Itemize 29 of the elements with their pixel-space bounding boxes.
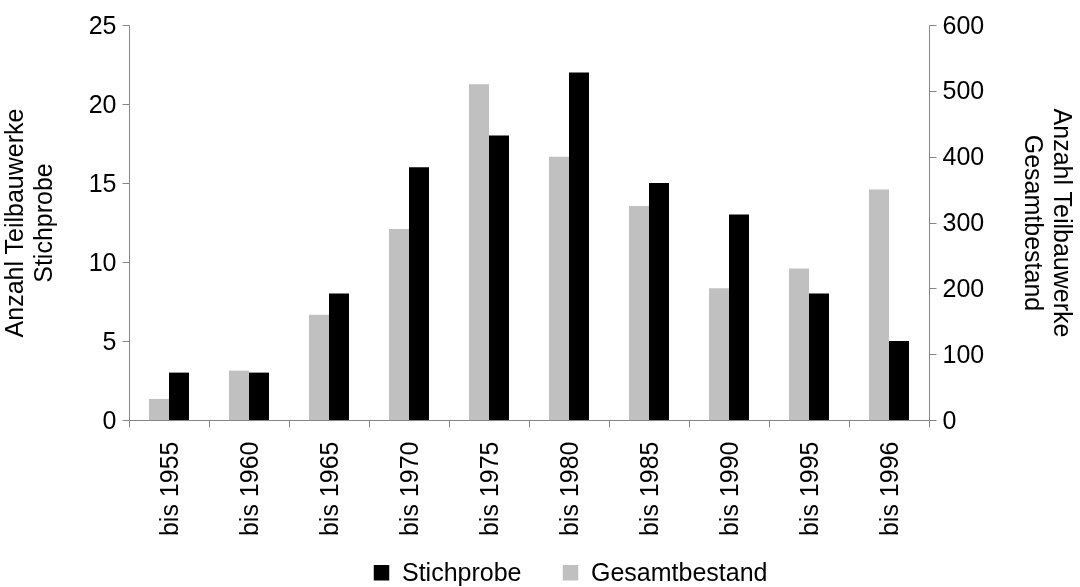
y-tick-label: 20 (88, 89, 117, 118)
y-tick-label: 10 (88, 247, 117, 276)
x-tick-label: bis 1985 (634, 441, 663, 537)
x-tick-label: bis 1990 (714, 441, 743, 537)
x-tick-label: bis 1955 (154, 441, 183, 537)
y2-tick-label: 300 (942, 208, 985, 236)
x-tick-label: bis 1980 (554, 441, 583, 537)
x-tick-label: bis 1960 (234, 441, 263, 537)
y-tick-label: 5 (102, 326, 117, 355)
y2-tick-label: 600 (942, 10, 985, 39)
y2-tick-label: 400 (942, 142, 985, 171)
bar (169, 372, 189, 420)
y2-axis-title: Anzahl Teilbauwerke Gesamtbestand (1020, 108, 1078, 338)
y2-tick-label: 0 (942, 405, 957, 434)
y2-tick-label: 100 (942, 339, 985, 368)
x-tick-label: bis 1975 (474, 441, 503, 537)
bar (869, 189, 889, 420)
y2-tick-label: 500 (942, 76, 985, 105)
legend-label: Gesamtbestand (591, 557, 768, 586)
x-tick-label: bis 1965 (314, 441, 343, 537)
x-tick-label: bis 1970 (394, 441, 423, 537)
legend-label: Stichprobe (402, 557, 522, 586)
y-tick-label: 15 (88, 168, 117, 197)
y-axis-title: Anzahl Teilbauwerke Stichprobe (0, 108, 57, 338)
x-tick-label: bis 1996 (874, 441, 903, 537)
x-tick-label: bis 1995 (794, 441, 823, 537)
y2-tick-label: 200 (942, 273, 985, 302)
y-tick-label: 0 (102, 405, 117, 434)
y-tick-label: 25 (88, 10, 117, 39)
